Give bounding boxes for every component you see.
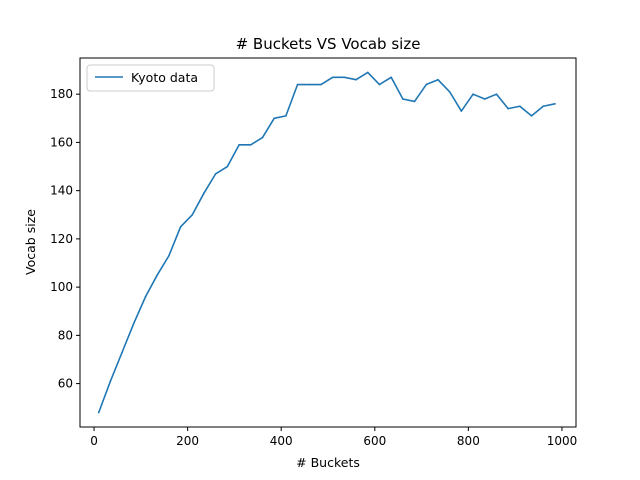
data-point (507, 107, 509, 110)
y-tick-label: 60 (58, 377, 73, 391)
legend: Kyoto data (86, 64, 215, 92)
data-point (179, 226, 182, 228)
data-point (366, 71, 369, 74)
data-point (285, 115, 287, 117)
y-tick-label: 140 (50, 184, 73, 198)
data-point (425, 83, 428, 86)
data-point (355, 78, 357, 81)
data-point (226, 165, 229, 168)
chart-title: # Buckets VS Vocab size (236, 35, 421, 53)
y-tick-label: 160 (50, 135, 73, 149)
plot-frame (79, 57, 577, 428)
data-point (308, 83, 311, 86)
data-point (378, 83, 381, 86)
data-point (530, 115, 533, 117)
data-point (261, 136, 264, 139)
data-point (168, 254, 170, 257)
data-point (203, 192, 205, 194)
x-tick-label: 200 (176, 434, 199, 448)
x-tick-label: 800 (457, 434, 480, 448)
data-point (109, 380, 112, 382)
x-tick-label: 0 (90, 434, 98, 448)
ticks-layer: 0 200 400 600 800 1000 60 80 100 120 140 160 180 (50, 87, 577, 448)
x-tick-label: 1000 (547, 434, 578, 448)
legend-label: Kyoto data (131, 70, 198, 85)
data-point (472, 93, 474, 95)
data-point (249, 144, 252, 146)
data-point (402, 98, 404, 100)
data-point (460, 110, 463, 112)
data-point (191, 213, 194, 216)
data-point (156, 274, 159, 276)
data-point (133, 322, 135, 325)
data-point (121, 351, 123, 354)
data-point (495, 93, 498, 95)
data-point (97, 411, 100, 414)
x-axis-label: # Buckets (296, 455, 360, 470)
data-point (144, 295, 147, 298)
data-point (542, 105, 545, 108)
data-point (483, 98, 486, 100)
series-line (97, 71, 556, 414)
data-point (437, 78, 439, 81)
x-tick-label: 600 (363, 434, 386, 448)
data-point (413, 100, 416, 103)
data-point (238, 144, 240, 146)
y-axis-label: Vocab size (23, 209, 38, 275)
y-tick-label: 80 (58, 328, 73, 342)
x-tick-label: 400 (270, 434, 293, 448)
data-point (214, 172, 217, 175)
data-point (331, 76, 334, 79)
data-point (273, 117, 275, 120)
data-point (296, 83, 299, 86)
y-tick-label: 100 (50, 280, 73, 294)
series-layer (97, 71, 556, 414)
data-point (519, 105, 521, 108)
y-tick-label: 180 (50, 87, 73, 101)
legend-box (86, 64, 215, 92)
data-point (554, 103, 556, 105)
data-point (320, 83, 322, 86)
data-point (343, 76, 346, 79)
data-point (448, 90, 451, 93)
y-tick-label: 120 (50, 232, 73, 246)
data-point (390, 76, 392, 79)
